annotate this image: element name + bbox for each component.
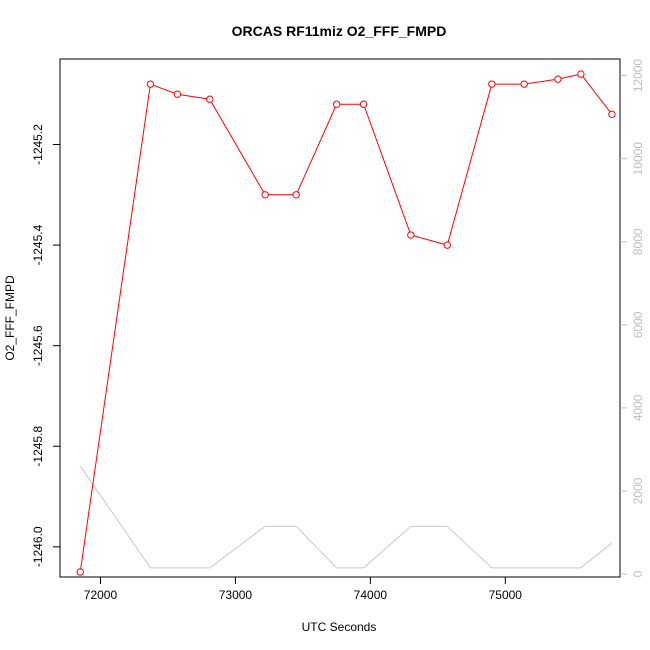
y-tick-label-right: 8000 <box>631 228 645 255</box>
y-tick-label-right: 4000 <box>631 394 645 421</box>
series-line-secondary <box>79 465 613 569</box>
y-tick-label-right: 10000 <box>631 142 645 176</box>
data-point <box>407 231 415 239</box>
data-point <box>488 80 496 88</box>
y-axis-right: 0 2000 4000 6000 8000 10000 12000 <box>620 59 645 577</box>
x-tick-label: 74000 <box>354 588 388 602</box>
y-tick-label-right: 2000 <box>631 477 645 504</box>
chart-title: ORCAS RF11miz O2_FFF_FMPD <box>232 23 447 39</box>
data-point <box>520 80 528 88</box>
y-tick-label-right: 6000 <box>631 311 645 338</box>
y-axis-left: -1246.0 -1245.8 -1245.6 -1245.4 -1245.2 <box>31 124 60 567</box>
data-point <box>173 90 182 98</box>
data-point <box>261 191 269 199</box>
data-point <box>359 100 368 108</box>
y-tick-label-left: -1246.0 <box>31 526 45 567</box>
data-point <box>292 191 300 199</box>
y-tick-label-left: -1245.8 <box>31 426 45 467</box>
x-tick-label: 75000 <box>489 588 523 602</box>
data-point <box>146 80 155 88</box>
y-tick-label-right: 0 <box>631 570 645 577</box>
y-tick-label-left: -1245.4 <box>31 224 45 265</box>
data-point <box>554 75 562 83</box>
x-axis: 72000 73000 74000 75000 <box>84 577 523 602</box>
y-tick-label-left: -1245.6 <box>31 325 45 366</box>
data-point <box>608 110 616 119</box>
data-point <box>332 100 341 108</box>
data-point <box>206 95 214 103</box>
series-line-primary <box>79 73 613 573</box>
data-point <box>443 241 451 249</box>
x-tick-label: 72000 <box>84 588 118 602</box>
data-point <box>577 70 585 78</box>
plot-frame <box>59 58 621 578</box>
x-axis-label: UTC Seconds <box>302 620 377 634</box>
x-tick-label: 73000 <box>219 588 253 602</box>
y-tick-label-right: 12000 <box>631 59 645 93</box>
series-layer <box>76 70 616 576</box>
y-axis-label: O2_FFF_FMPD <box>3 275 17 361</box>
y-tick-label-left: -1245.2 <box>31 124 45 165</box>
data-point <box>76 568 84 576</box>
